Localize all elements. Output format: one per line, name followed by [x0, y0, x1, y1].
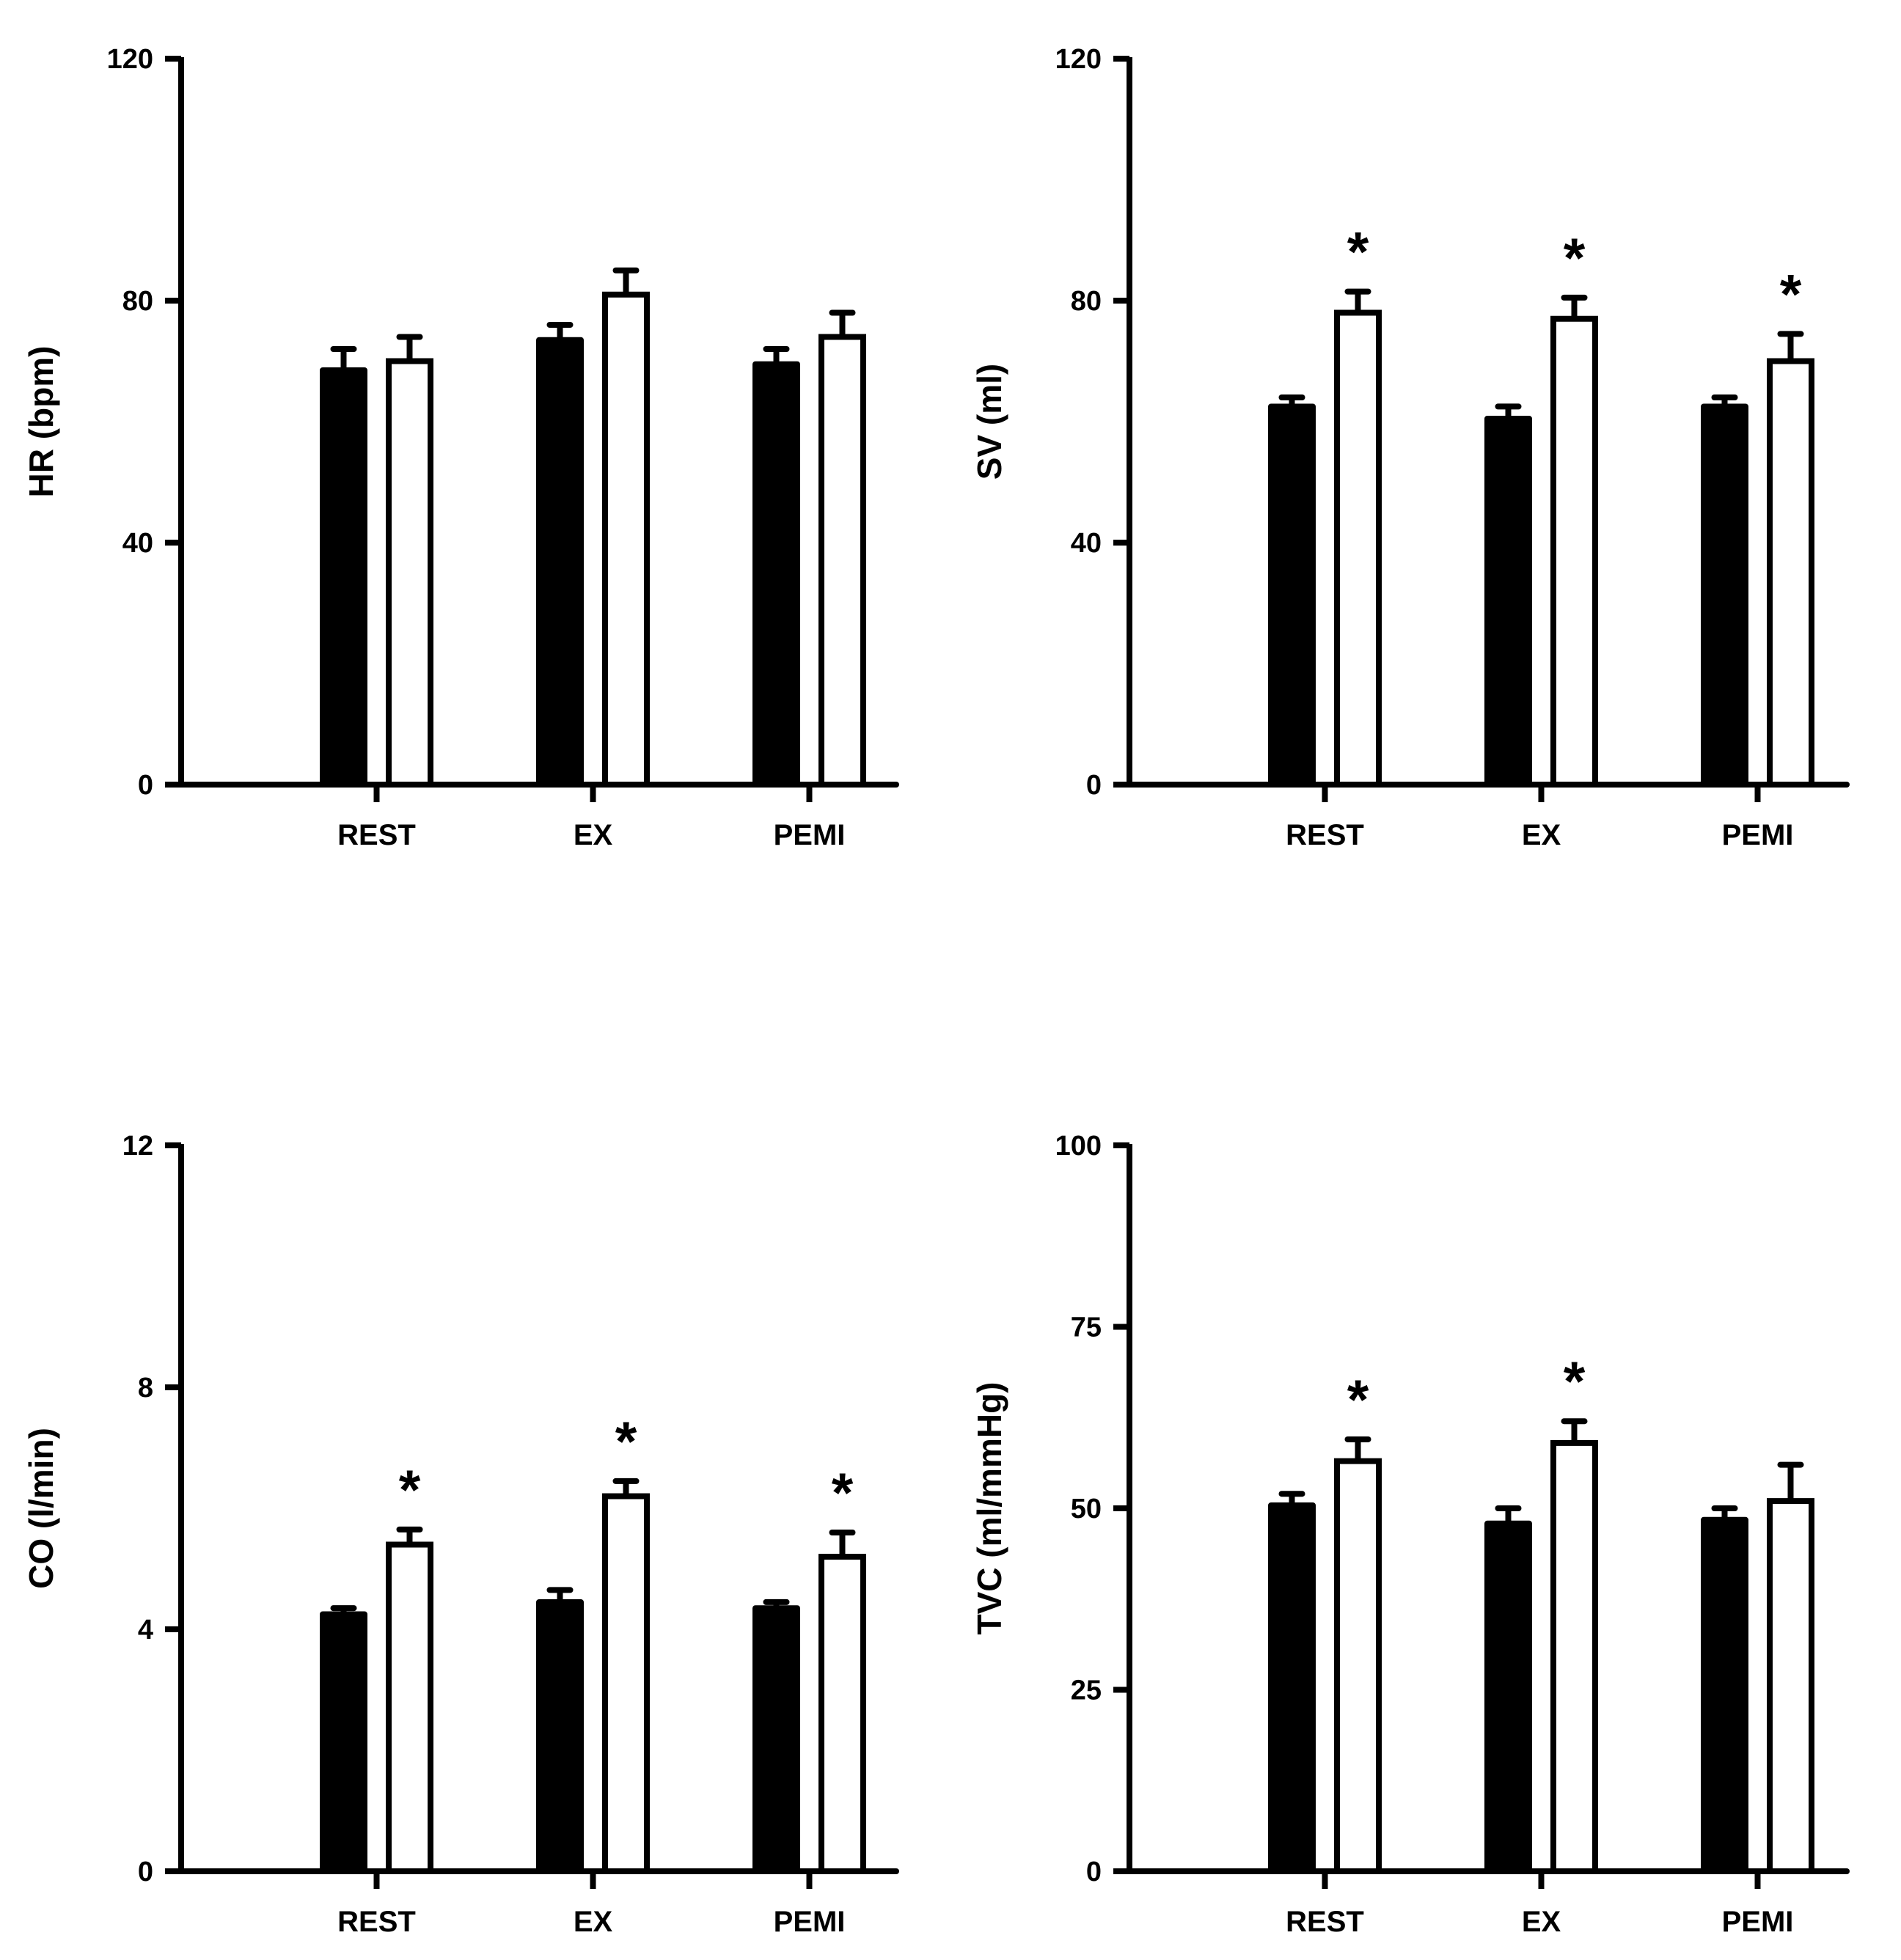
y-tick-label: 80 [1071, 286, 1102, 317]
bar-open [1550, 315, 1598, 788]
y-tick-label: 40 [122, 528, 153, 559]
bar-open [1767, 1498, 1814, 1874]
bar-open [386, 358, 433, 788]
bar-open [1767, 358, 1814, 788]
y-tick-label: 120 [1055, 44, 1102, 75]
chart-panel-3: 0 4 8 12 CO (l/min) REST * EX * PEMI * [22, 1131, 899, 1938]
significance-marker: * [1347, 1369, 1369, 1431]
bar-open [386, 1541, 433, 1874]
bar-filled [1268, 1502, 1316, 1874]
y-tick-label: 120 [107, 44, 153, 75]
x-tick-label: REST [1286, 1906, 1364, 1938]
y-tick-label: 80 [122, 286, 153, 317]
x-tick-label: REST [1286, 819, 1364, 851]
bar-filled [1268, 403, 1316, 788]
significance-marker: * [1780, 263, 1802, 326]
y-axis-title: HR (bpm) [22, 346, 60, 498]
x-tick-label: EX [574, 1906, 613, 1938]
y-tick-label: 100 [1055, 1131, 1102, 1161]
y-axis-title: SV (ml) [970, 364, 1008, 480]
y-tick-label: 0 [138, 1857, 153, 1887]
bar-filled [1701, 1516, 1748, 1875]
x-tick-label: EX [574, 819, 613, 851]
bar-filled [320, 367, 367, 788]
chart-panel-1: 0 40 80 120 HR (bpm) REST EX PEMI [22, 44, 899, 851]
bar-open [818, 1554, 866, 1874]
x-tick-label: PEMI [1722, 1906, 1794, 1938]
y-tick-label: 25 [1071, 1675, 1102, 1706]
bar-open [1550, 1439, 1598, 1874]
x-tick-label: REST [337, 1906, 416, 1938]
bar-filled [1701, 403, 1748, 788]
bar-filled [536, 1599, 584, 1874]
significance-marker: * [832, 1462, 854, 1524]
x-tick-label: EX [1522, 819, 1561, 851]
y-tick-label: 50 [1071, 1494, 1102, 1524]
bar-open [818, 334, 866, 788]
bar-open [602, 291, 650, 788]
x-tick-label: PEMI [774, 819, 846, 851]
bar-filled [752, 361, 800, 788]
bar-filled [536, 337, 584, 788]
y-axis-title: TVC (ml/mmHg) [970, 1382, 1008, 1635]
significance-marker: * [615, 1411, 637, 1473]
bar-open [602, 1493, 650, 1874]
chart-panel-2: 0 40 80 120 SV (ml) REST * EX * PEMI * [970, 44, 1850, 851]
y-tick-label: 12 [122, 1131, 153, 1161]
significance-marker: * [1564, 1351, 1586, 1413]
chart-panel-4: 0 25 50 75 100 TVC (ml/mmHg) REST * EX * PEMI [970, 1131, 1850, 1938]
y-axis-title: CO (l/min) [22, 1428, 60, 1589]
y-tick-label: 8 [138, 1373, 153, 1403]
x-tick-label: PEMI [774, 1906, 846, 1938]
x-tick-label: REST [337, 819, 416, 851]
x-tick-label: EX [1522, 1906, 1561, 1938]
bar-open [1334, 309, 1382, 788]
x-tick-label: PEMI [1722, 819, 1794, 851]
y-tick-label: 0 [1086, 770, 1102, 801]
bar-filled [752, 1605, 800, 1874]
bar-filled [320, 1611, 367, 1874]
y-tick-label: 4 [138, 1615, 153, 1645]
bar-filled [1484, 416, 1532, 788]
bar-filled [1484, 1520, 1532, 1874]
significance-marker: * [399, 1459, 421, 1522]
significance-marker: * [1347, 221, 1369, 284]
y-tick-label: 0 [138, 770, 153, 801]
bar-open [1334, 1458, 1382, 1874]
significance-marker: * [1564, 227, 1586, 290]
y-tick-label: 75 [1071, 1313, 1102, 1343]
y-tick-label: 40 [1071, 528, 1102, 559]
y-tick-label: 0 [1086, 1857, 1102, 1887]
